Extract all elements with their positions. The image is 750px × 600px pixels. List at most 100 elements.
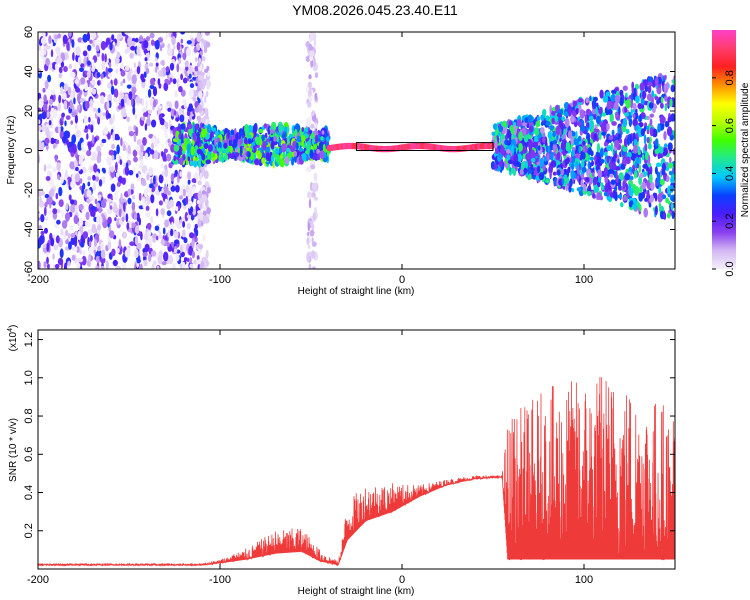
- spectrogram-cell: [62, 34, 68, 45]
- spectrogram-cell: [143, 259, 148, 267]
- spectrogram-cell: [150, 194, 155, 204]
- spectrogram-cell: [606, 100, 612, 111]
- spectrogram-cell: [512, 160, 518, 166]
- spectrogram-cell: [207, 144, 213, 152]
- spectrogram-cell: [669, 98, 673, 107]
- spectrogram-cell: [607, 109, 613, 115]
- spectrogram-cell: [91, 39, 96, 48]
- spectrogram-cell: [156, 191, 160, 196]
- spectrogram-cell: [576, 164, 580, 175]
- spectrogram-cell: [179, 171, 183, 178]
- spectrogram-cell: [639, 172, 644, 178]
- spectrogram-cell: [99, 141, 104, 148]
- spectrogram-cell: [258, 128, 264, 134]
- spectrogram-cell: [114, 57, 120, 64]
- spectrogram-cell: [70, 120, 73, 125]
- spectrogram-cell: [109, 205, 113, 210]
- spectrogram-cell: [135, 126, 139, 137]
- spectrogram-cell: [179, 114, 185, 123]
- spectrogram-cell: [132, 88, 136, 98]
- spectrogram-cell: [127, 71, 132, 82]
- spectrogram-cell: [196, 255, 200, 261]
- spectrogram-cell: [167, 47, 173, 57]
- spectrogram-cell: [540, 121, 544, 126]
- spectrogram-cell: [587, 160, 591, 170]
- spectrogram-cell: [261, 134, 265, 142]
- spectrogram-cell: [44, 45, 47, 55]
- spectrogram-cell: [91, 134, 95, 144]
- spectrogram-cell: [617, 194, 623, 199]
- spectrogram-cell: [118, 208, 122, 218]
- snr-x-tick-label: -100: [209, 574, 231, 586]
- spectrogram-cell: [625, 128, 630, 134]
- spectrogram-cell: [60, 61, 65, 68]
- spectrogram-cell: [127, 197, 132, 205]
- spectrogram-cell: [597, 169, 603, 178]
- spectrogram-cell: [662, 147, 668, 156]
- spectrogram-cell: [284, 156, 290, 165]
- spectrogram-x-tick-label: 100: [575, 274, 593, 286]
- spectrogram-cell: [106, 100, 110, 110]
- spectrogram-cell: [114, 217, 117, 222]
- spectrogram-cell: [157, 255, 163, 265]
- spectrogram-cell: [43, 94, 47, 103]
- spectrogram-cell: [100, 241, 104, 250]
- spectrogram-cell: [628, 117, 633, 127]
- spectrogram-cell: [235, 133, 239, 141]
- spectrogram-cell: [230, 129, 234, 136]
- spectrogram-cell: [73, 215, 79, 224]
- spectrogram-cell: [100, 265, 105, 269]
- spectrogram-cell: [610, 93, 616, 102]
- spectrogram-cell: [525, 153, 531, 161]
- spectrogram-cell: [191, 250, 195, 259]
- spectrogram-cell: [194, 223, 198, 230]
- spectrogram-cell: [91, 88, 97, 95]
- spectrogram-cell: [50, 89, 56, 96]
- spectrogram-cell: [312, 212, 316, 221]
- spectrogram-cell: [68, 32, 72, 37]
- spectrogram-cell: [139, 263, 143, 269]
- spectrogram-cell: [298, 147, 304, 152]
- spectrogram-cell: [668, 162, 674, 169]
- spectrogram-cell: [276, 135, 280, 143]
- spectrogram-cell: [306, 237, 310, 246]
- spectrogram-cell: [38, 125, 42, 131]
- spectrogram-cell: [638, 157, 642, 165]
- spectrogram-cell: [552, 130, 557, 138]
- spectrogram-cell: [566, 157, 570, 165]
- spectrogram-cell: [308, 74, 312, 80]
- spectrogram-cell: [672, 148, 675, 156]
- spectrogram-cell: [311, 237, 314, 244]
- spectrogram-cell: [74, 78, 80, 85]
- spectrogram-cell: [94, 198, 98, 205]
- spectrogram-cell: [577, 135, 582, 142]
- spectrogram-cell: [316, 148, 320, 154]
- spectrogram-cell: [563, 111, 569, 117]
- spectrogram-cell: [61, 112, 65, 118]
- spectrogram-cell: [537, 119, 541, 126]
- spectrogram-cell: [49, 130, 54, 137]
- spectrogram-cell: [83, 117, 89, 125]
- spectrogram-cell: [640, 97, 645, 105]
- spectrogram-cell: [308, 45, 314, 51]
- spectrogram-cell: [521, 122, 528, 127]
- spectrogram-cell: [626, 136, 631, 146]
- spectrogram-cell: [50, 137, 55, 145]
- spectrogram-cell: [614, 139, 620, 149]
- spectrogram-cell: [68, 146, 74, 153]
- spectrogram-cell: [141, 98, 145, 107]
- spectrogram-cell: [527, 114, 533, 123]
- spectrogram-cell: [217, 147, 221, 153]
- spectrogram-cell: [155, 39, 160, 50]
- spectrogram-cell: [622, 85, 628, 91]
- spectrogram-cell: [65, 229, 69, 237]
- spectrogram-cell: [175, 117, 180, 122]
- spectrogram-cell: [610, 142, 614, 152]
- spectrogram-cell: [307, 101, 312, 108]
- spectrogram-cell: [47, 196, 53, 205]
- spectrogram-cell: [166, 153, 172, 162]
- spectrogram-cell: [584, 145, 588, 155]
- spectrogram-cell: [115, 161, 118, 172]
- spectrogram-cell: [618, 106, 621, 116]
